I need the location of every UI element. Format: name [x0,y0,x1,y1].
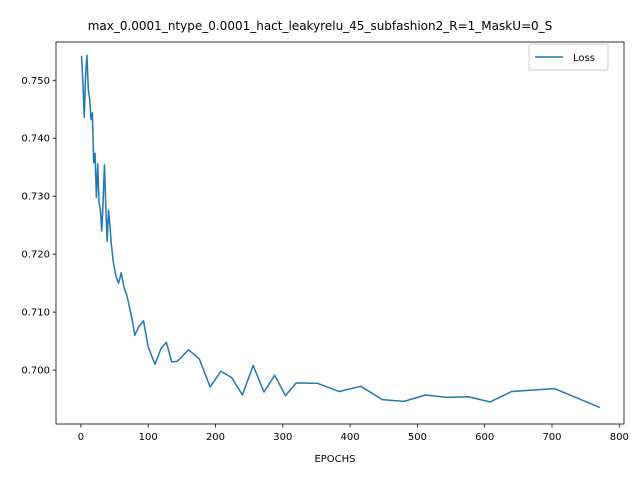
x-tick-label: 600 [475,432,494,443]
x-tick-label: 200 [206,432,225,443]
legend-frame [528,43,609,71]
y-tick-label: 0.730 [21,192,50,203]
y-tick-label: 0.700 [21,366,50,377]
x-tick-label: 300 [273,432,292,443]
x-axis-label: EPOCHS [314,454,355,465]
x-tick-label: 800 [610,432,629,443]
plot-frame [55,41,625,425]
x-tick-label: 100 [139,432,158,443]
legend: Loss [528,43,609,71]
x-tick-label: 400 [341,432,360,443]
x-tick-label: 500 [408,432,427,443]
x-tick-label: 0 [78,432,84,443]
y-tick-label: 0.720 [21,250,50,261]
series-group [80,54,601,409]
legend-label-loss: Loss [573,53,595,64]
y-tick-label: 0.750 [21,76,50,87]
axes: 0 100 200 300 400 500 600 700 800 0.700 0.710 0.720… [21,41,629,443]
y-tick-label: 0.740 [21,134,50,145]
x-tick-label: 700 [542,432,561,443]
chart-title: max_0.0001_ntype_0.0001_hact_leakyrelu_4… [88,19,553,33]
y-tick-label: 0.710 [21,308,50,319]
series-line-loss [80,54,601,409]
